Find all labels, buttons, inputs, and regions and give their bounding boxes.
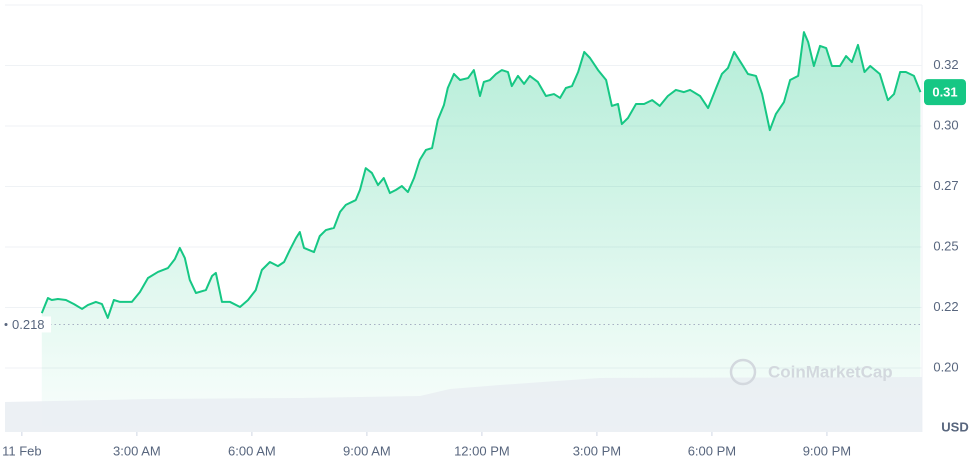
watermark: CoinMarketCap [729,358,893,386]
watermark-text: CoinMarketCap [768,362,893,381]
x-tick-label: 6:00 PM [688,443,736,458]
y-tick-label: 0.27 [933,178,958,193]
x-tick-label: 3:00 AM [113,443,161,458]
current-price-label: 0.31 [932,85,957,100]
current-price-tag [924,79,966,106]
price-line [40,31,922,319]
y-tick-label: 0.22 [933,299,958,314]
reference-dot [4,322,8,326]
reference-label: 0.218 [12,317,45,332]
x-tick-label: 3:00 PM [573,443,621,458]
y-tick-label: 0.30 [933,117,958,132]
x-tick-label: 12:00 PM [454,443,510,458]
x-tick-label: 6:00 AM [228,443,276,458]
volume-bars [5,377,922,432]
x-tick-label: 11 Feb [2,443,42,458]
y-tick-label: 0.20 [933,359,958,374]
x-tick-label: 9:00 PM [803,443,851,458]
watermark-logo [729,358,757,386]
x-tick-label: 9:00 AM [343,443,391,458]
reference-label-bg [9,316,51,333]
price-area [41,32,921,432]
y-tick-label: 0.25 [933,238,958,253]
series [40,31,922,432]
overlay: 0.32 0.30 0.27 0.25 0.22 0.20 11 Feb 3:00 AM 6:0… [2,57,966,458]
currency-label: USD [941,419,968,434]
y-tick-label: 0.32 [933,57,958,72]
